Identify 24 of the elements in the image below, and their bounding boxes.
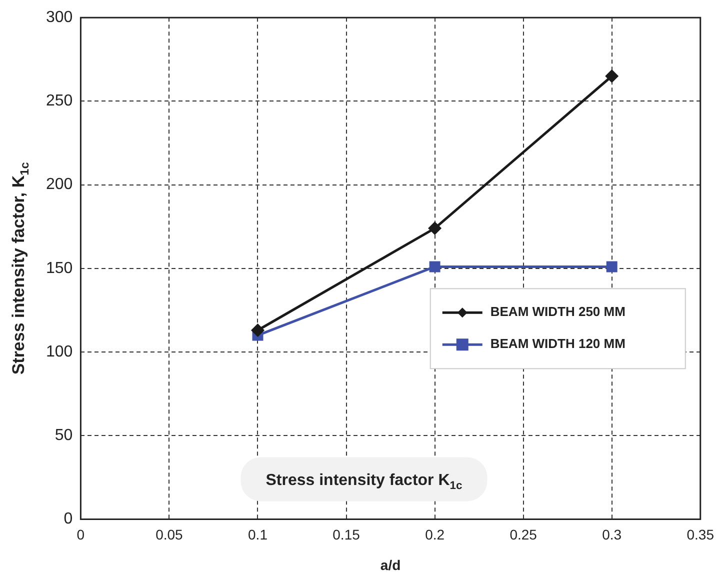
x-tick-label: 0.1 <box>248 526 268 542</box>
y-tick-label: 300 <box>46 9 73 26</box>
legend-label: BEAM WIDTH 250 MM <box>490 304 626 320</box>
point <box>429 261 440 272</box>
point <box>428 222 442 235</box>
y-tick-label: 0 <box>64 510 73 528</box>
x-tick-label: 0.05 <box>156 526 184 542</box>
point <box>606 70 618 82</box>
legend-label: BEAM WIDTH 120 MM <box>490 336 626 352</box>
x-tick-label: 0 <box>76 526 85 542</box>
x-tick-label: 0.3 <box>602 526 622 542</box>
point <box>251 324 264 337</box>
x-tick-label: 0.25 <box>510 526 538 542</box>
x-tick-label: 0.2 <box>425 526 445 542</box>
y-tick-label: 200 <box>46 176 73 194</box>
y-tick-label: 50 <box>54 427 73 444</box>
y-tick-label: 100 <box>46 343 73 360</box>
x-tick-label: 0.35 <box>686 526 714 542</box>
x-tick-label: 0.15 <box>332 526 360 542</box>
y-tick-label: 250 <box>46 92 73 110</box>
y-axis-title: Stress intensity factor, K1c <box>9 162 32 375</box>
x-axis-title: a/d <box>380 557 401 573</box>
point <box>606 261 618 272</box>
y-tick-label: 150 <box>46 260 73 277</box>
